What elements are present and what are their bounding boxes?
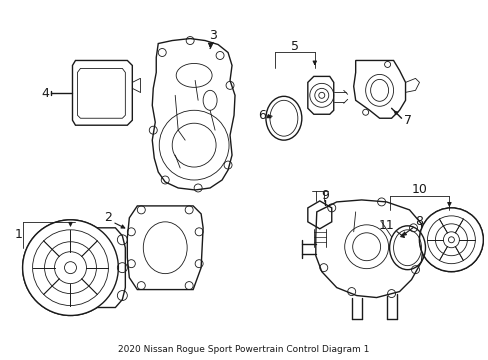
Text: 7: 7 <box>403 114 411 127</box>
Text: 10: 10 <box>411 184 427 197</box>
Circle shape <box>419 208 482 272</box>
Text: 2020 Nissan Rogue Sport Powertrain Control Diagram 1: 2020 Nissan Rogue Sport Powertrain Contr… <box>118 345 369 354</box>
Circle shape <box>22 220 118 315</box>
Text: 1: 1 <box>15 228 22 241</box>
Text: 11: 11 <box>378 219 394 232</box>
Polygon shape <box>75 228 125 307</box>
Circle shape <box>419 208 482 272</box>
Polygon shape <box>423 224 458 256</box>
Text: 5: 5 <box>290 40 298 53</box>
Text: 9: 9 <box>320 189 328 202</box>
Text: 4: 4 <box>41 87 49 100</box>
Text: 6: 6 <box>258 109 265 122</box>
Text: 3: 3 <box>209 29 217 42</box>
Text: 2: 2 <box>104 211 112 224</box>
Text: 8: 8 <box>415 215 423 228</box>
